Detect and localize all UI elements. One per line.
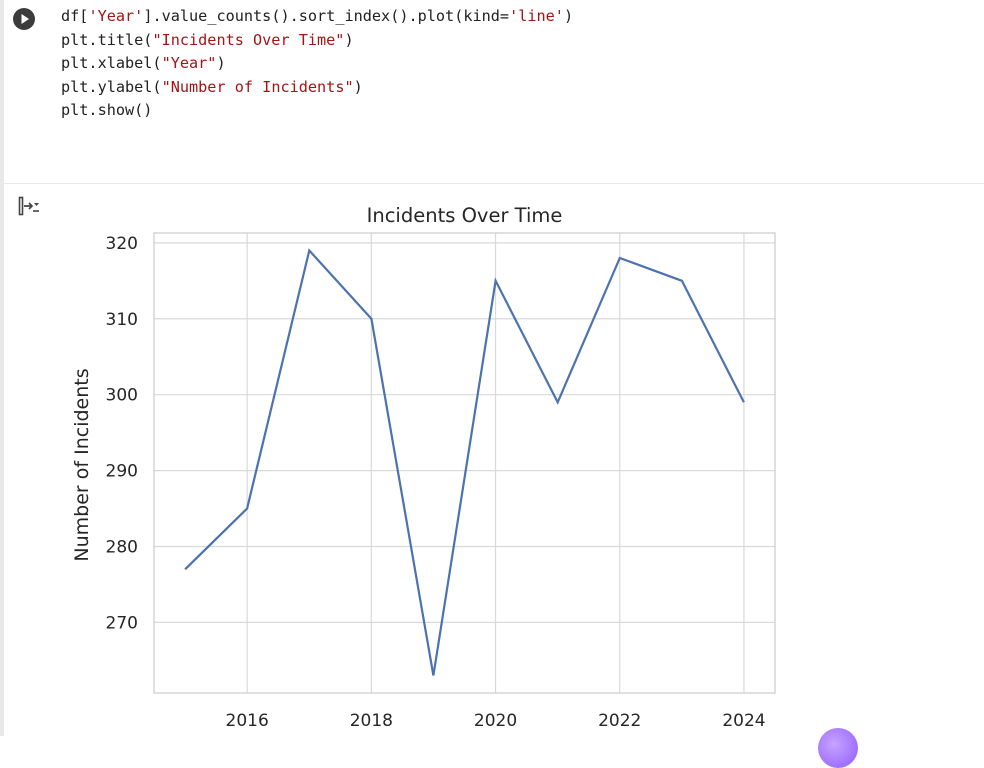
x-tick-label: 2022 — [598, 711, 641, 731]
x-tick-label: 2024 — [722, 711, 765, 731]
x-tick-label: 2016 — [226, 711, 269, 731]
x-tick-labels: 2016 2018 2020 2022 2024 — [226, 711, 766, 731]
chart-title: Incidents Over Time — [367, 204, 563, 227]
x-tick-label: 2020 — [474, 711, 517, 731]
y-tick-label: 320 — [106, 234, 138, 254]
y-tick-label: 270 — [106, 613, 138, 633]
y-tick-labels: 270 280 290 300 310 320 — [106, 234, 138, 634]
assistant-badge[interactable] — [818, 728, 858, 768]
y-tick-label: 280 — [106, 537, 138, 557]
x-tick-label: 2018 — [350, 711, 393, 731]
notebook-cell: df['Year'].value_counts().sort_index().p… — [0, 0, 984, 736]
y-axis-label: Number of Incidents — [71, 368, 93, 561]
y-tick-label: 310 — [106, 310, 138, 330]
y-tick-label: 300 — [106, 386, 138, 406]
y-tick-label: 290 — [106, 462, 138, 482]
